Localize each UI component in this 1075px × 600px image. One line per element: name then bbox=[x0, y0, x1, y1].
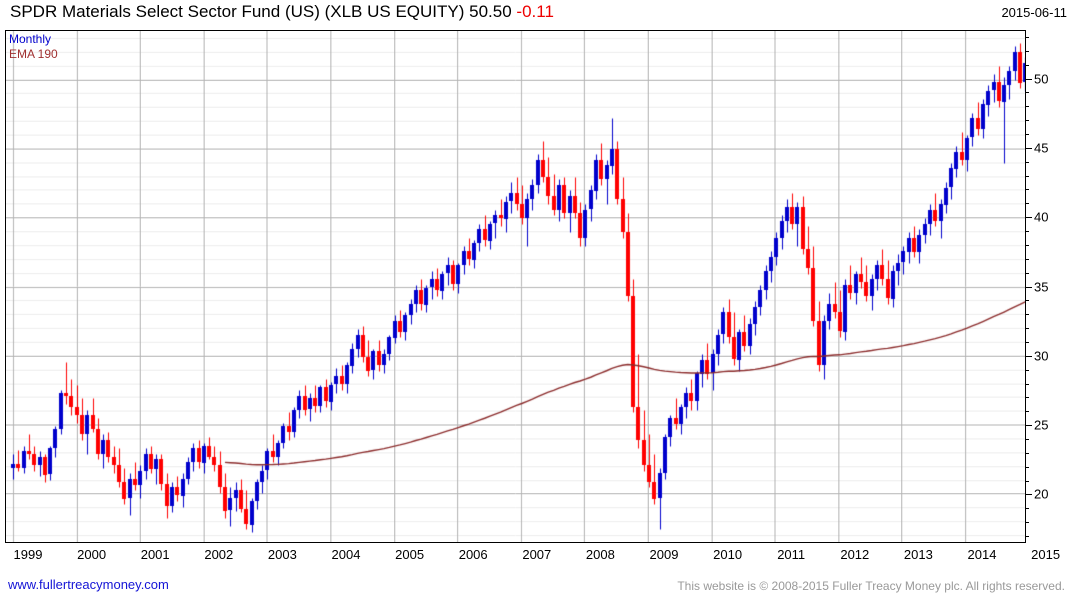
y-axis-tick-minor bbox=[1026, 245, 1029, 246]
y-axis-label: 35 bbox=[1034, 279, 1049, 295]
y-axis-tick-minor bbox=[1026, 176, 1029, 177]
y-axis-tick-minor bbox=[1026, 328, 1029, 329]
copyright-notice: This website is © 2008-2015 Fuller Treac… bbox=[677, 579, 1065, 593]
y-axis-tick-minor bbox=[1026, 370, 1029, 371]
y-axis-tick-major bbox=[1026, 287, 1032, 288]
x-axis-label: 2007 bbox=[522, 547, 552, 562]
x-axis-label: 2014 bbox=[967, 547, 997, 562]
y-axis-tick-minor bbox=[1026, 342, 1029, 343]
y-axis-tick-minor bbox=[1026, 106, 1029, 107]
y-axis-tick-minor bbox=[1026, 481, 1029, 482]
y-axis-tick-minor bbox=[1026, 189, 1029, 190]
y-axis-label: 45 bbox=[1034, 140, 1049, 156]
y-axis-tick-minor bbox=[1026, 37, 1029, 38]
x-axis-label: 2012 bbox=[840, 547, 870, 562]
x-axis-label: 2003 bbox=[267, 547, 297, 562]
y-axis-tick-minor bbox=[1026, 134, 1029, 135]
y-axis-tick-minor bbox=[1026, 300, 1029, 301]
x-axis-label: 2000 bbox=[77, 547, 107, 562]
y-axis-tick-major bbox=[1026, 217, 1032, 218]
x-axis-label: 2011 bbox=[777, 547, 806, 562]
plot-area[interactable] bbox=[5, 30, 1026, 543]
y-axis-tick-major bbox=[1026, 356, 1032, 357]
x-axis-label: 1999 bbox=[13, 547, 43, 562]
y-axis-tick-minor bbox=[1026, 314, 1029, 315]
y-axis-tick-minor bbox=[1026, 397, 1029, 398]
x-axis-label: 2015 bbox=[1031, 547, 1061, 562]
y-axis-tick-major bbox=[1026, 148, 1032, 149]
x-axis-label: 2008 bbox=[585, 547, 615, 562]
y-axis-tick-minor bbox=[1026, 508, 1029, 509]
site-link[interactable]: www.fullertreacymoney.com bbox=[8, 577, 169, 592]
x-axis-label: 2001 bbox=[140, 547, 170, 562]
y-axis-tick-minor bbox=[1026, 411, 1029, 412]
y-axis-tick-minor bbox=[1026, 231, 1029, 232]
x-axis-label: 2005 bbox=[395, 547, 425, 562]
y-axis-tick-minor bbox=[1026, 162, 1029, 163]
y-axis-label: 50 bbox=[1034, 71, 1049, 87]
y-axis-tick-minor bbox=[1026, 203, 1029, 204]
y-axis-label: 25 bbox=[1034, 417, 1049, 433]
y-axis-tick-minor bbox=[1026, 259, 1029, 260]
y-axis-tick-minor bbox=[1026, 51, 1029, 52]
x-axis-label: 2002 bbox=[204, 547, 234, 562]
x-axis-label: 2009 bbox=[649, 547, 679, 562]
y-axis-tick-minor bbox=[1026, 536, 1029, 537]
y-axis-tick-minor bbox=[1026, 439, 1029, 440]
y-axis-tick-major bbox=[1026, 494, 1032, 495]
chart-header: SPDR Materials Select Sector Fund (US) (… bbox=[0, 0, 1075, 28]
y-axis-tick-minor bbox=[1026, 65, 1029, 66]
x-axis-label: 2004 bbox=[331, 547, 361, 562]
y-axis-tick-minor bbox=[1026, 467, 1029, 468]
page-title: SPDR Materials Select Sector Fund (US) (… bbox=[10, 2, 554, 22]
y-axis-tick-minor bbox=[1026, 384, 1029, 385]
x-axis-label: 2013 bbox=[903, 547, 933, 562]
instrument-name: SPDR Materials Select Sector Fund (US) (… bbox=[10, 2, 465, 21]
y-axis-label: 30 bbox=[1034, 348, 1049, 364]
candlestick-series bbox=[6, 31, 1025, 542]
y-axis-tick-minor bbox=[1026, 120, 1029, 121]
y-axis-label: 40 bbox=[1034, 209, 1049, 225]
last-price: 50.50 bbox=[469, 2, 512, 21]
price-change: -0.11 bbox=[516, 2, 554, 21]
y-axis-tick-minor bbox=[1026, 273, 1029, 274]
quote-date: 2015-06-11 bbox=[1001, 5, 1067, 20]
x-axis-label: 2010 bbox=[713, 547, 743, 562]
y-axis-label: 20 bbox=[1034, 486, 1049, 502]
y-axis-tick-major bbox=[1026, 425, 1032, 426]
y-axis-tick-major bbox=[1026, 79, 1032, 80]
y-axis-tick-minor bbox=[1026, 522, 1029, 523]
y-axis-tick-minor bbox=[1026, 453, 1029, 454]
x-axis-label: 2006 bbox=[458, 547, 488, 562]
y-axis-tick-minor bbox=[1026, 92, 1029, 93]
